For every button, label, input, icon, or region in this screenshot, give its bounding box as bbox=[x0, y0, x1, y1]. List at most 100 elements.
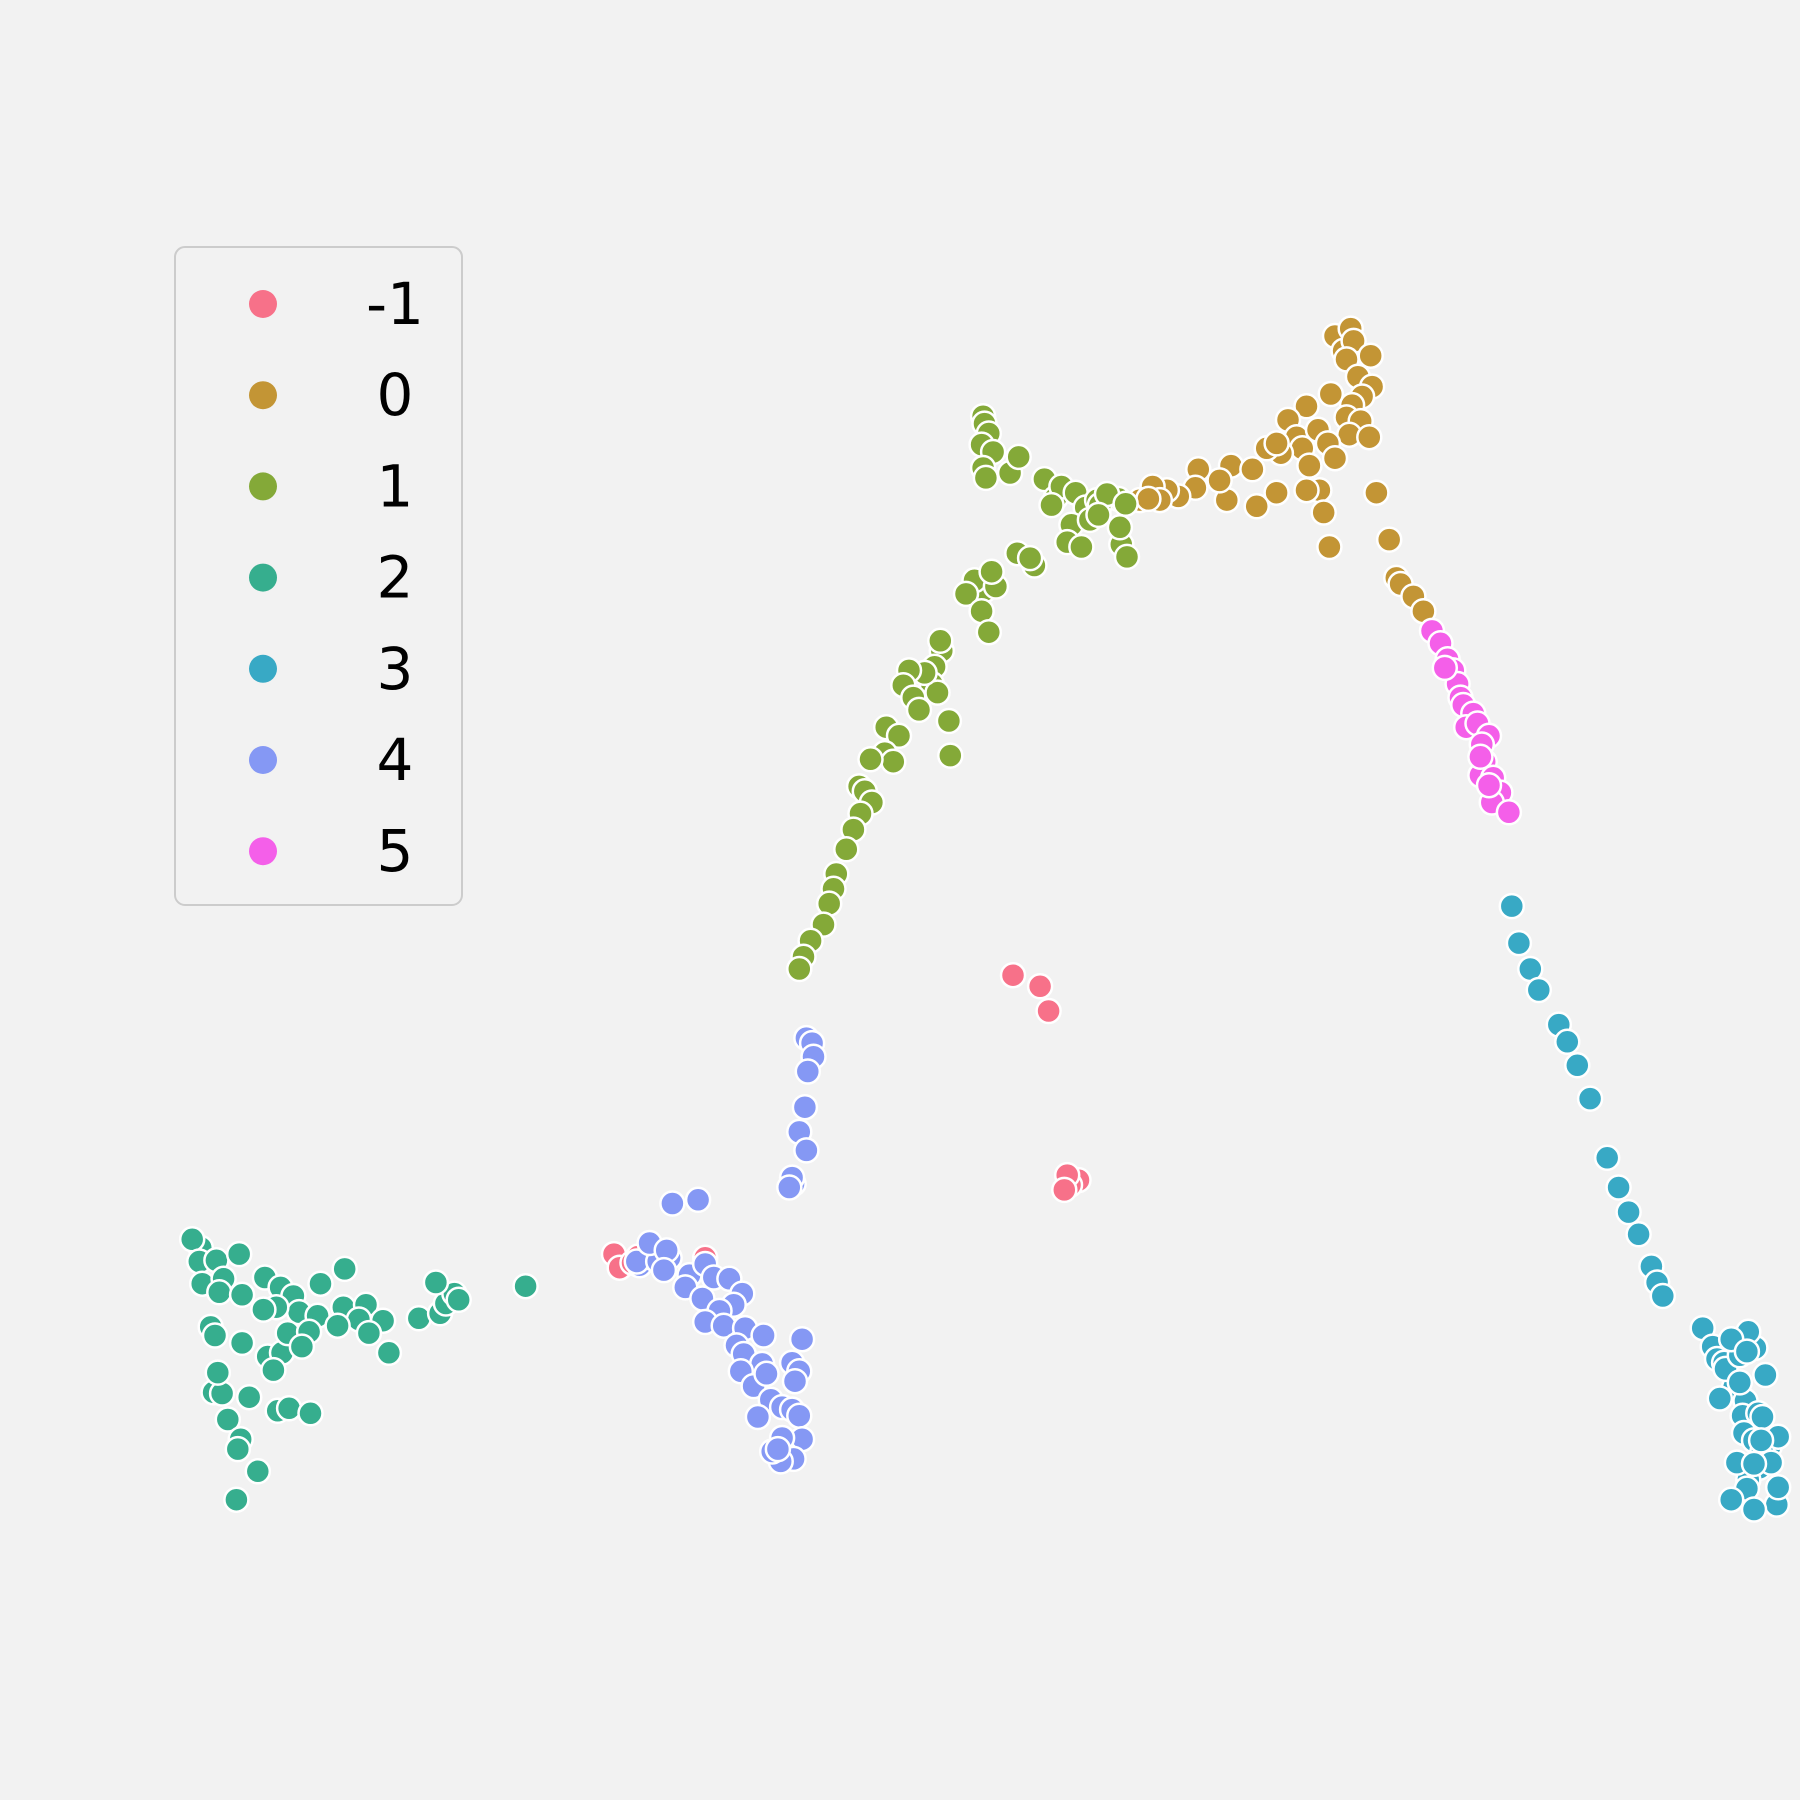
point-cluster-2-48 bbox=[324, 1312, 351, 1339]
point-cluster-2-27 bbox=[228, 1329, 256, 1357]
point-cluster-3-46 bbox=[1706, 1385, 1734, 1412]
point-cluster-1-54 bbox=[857, 746, 884, 773]
point-cluster-2-12 bbox=[307, 1270, 334, 1297]
point-cluster-0-31 bbox=[1316, 533, 1343, 561]
legend-marker-3 bbox=[249, 654, 277, 683]
point-cluster-1-21 bbox=[1112, 490, 1139, 518]
point-cluster-2-7 bbox=[206, 1279, 233, 1306]
point-cluster-5-17 bbox=[1495, 799, 1523, 826]
point-cluster-2-45 bbox=[512, 1272, 539, 1300]
point-cluster-4-4 bbox=[791, 1093, 819, 1121]
point-cluster-1-60 bbox=[833, 836, 860, 863]
point-cluster-5-20 bbox=[1467, 743, 1494, 771]
point-cluster-2-1 bbox=[178, 1226, 206, 1253]
point-cluster-4-32 bbox=[750, 1322, 777, 1349]
point-cluster-3-5 bbox=[1554, 1028, 1581, 1056]
point-cluster-1-37 bbox=[975, 618, 1003, 646]
point-cluster--1-2 bbox=[1035, 997, 1062, 1025]
legend-marker-4 bbox=[249, 746, 277, 774]
point-cluster-2-43 bbox=[223, 1486, 250, 1513]
point-cluster-2-51 bbox=[250, 1296, 277, 1323]
point-cluster-4-21 bbox=[650, 1256, 678, 1284]
point-cluster-2-41 bbox=[224, 1435, 252, 1463]
point-cluster-1-28 bbox=[1016, 544, 1044, 572]
point-cluster-5-19 bbox=[1431, 654, 1459, 682]
point-cluster-0-44 bbox=[1363, 479, 1390, 506]
point-cluster-0-10 bbox=[1317, 380, 1345, 408]
point-cluster-4-38 bbox=[753, 1360, 780, 1388]
point-cluster-2-24 bbox=[445, 1286, 472, 1314]
point-cluster-0-21 bbox=[1321, 444, 1349, 472]
point-cluster--1-1 bbox=[1026, 973, 1054, 1000]
point-cluster-0-33 bbox=[1239, 456, 1266, 483]
legend-label-3: 3 bbox=[377, 635, 414, 703]
point-cluster-0-43 bbox=[1135, 485, 1162, 513]
point-cluster-0-28 bbox=[1243, 493, 1270, 520]
legend-marker-0 bbox=[249, 381, 277, 410]
point-cluster-1-39 bbox=[927, 627, 954, 655]
point-cluster--1-0 bbox=[999, 961, 1027, 989]
point-cluster-4-10 bbox=[659, 1190, 686, 1217]
legend-marker-1 bbox=[249, 472, 277, 501]
point-cluster-2-19 bbox=[405, 1305, 433, 1332]
point-cluster-0-11 bbox=[1293, 393, 1320, 420]
legend-label-2: 2 bbox=[377, 544, 414, 612]
point-cluster-0-27 bbox=[1263, 479, 1290, 506]
point-cluster-3-10 bbox=[1615, 1198, 1642, 1226]
point-cluster-0-15 bbox=[1356, 423, 1383, 451]
point-cluster-1-49 bbox=[937, 742, 964, 769]
legend-label-0: 0 bbox=[377, 361, 414, 429]
point-cluster-2-44 bbox=[204, 1359, 232, 1386]
point-cluster-2-26 bbox=[201, 1322, 229, 1349]
point-cluster-1-6 bbox=[972, 464, 1000, 492]
point-cluster-3-39 bbox=[1764, 1474, 1792, 1501]
point-cluster-0-45 bbox=[1375, 526, 1403, 553]
point-cluster-3-36 bbox=[1740, 1496, 1768, 1523]
point-cluster-2-23 bbox=[422, 1269, 450, 1296]
point-cluster-2-49 bbox=[355, 1319, 383, 1347]
legend-marker-2 bbox=[249, 563, 277, 592]
point-cluster-3-47 bbox=[1740, 1450, 1768, 1478]
point-cluster-2-30 bbox=[260, 1356, 287, 1384]
data-points bbox=[178, 315, 1792, 1523]
point-cluster-4-53 bbox=[764, 1435, 792, 1463]
legend: -1 0 1 2 3 4 5 bbox=[174, 246, 463, 906]
point-cluster-3-14 bbox=[1649, 1282, 1677, 1310]
point-cluster-1-30 bbox=[1106, 514, 1134, 541]
point-cluster-3-8 bbox=[1593, 1144, 1621, 1172]
legend-entries: -1 0 1 2 3 4 5 bbox=[249, 270, 424, 885]
point-cluster-0-5 bbox=[1357, 342, 1384, 369]
legend-label-4: 4 bbox=[377, 726, 414, 794]
point-cluster-4-3 bbox=[794, 1058, 822, 1085]
point-cluster-1-34 bbox=[978, 558, 1005, 585]
point-cluster-3-25 bbox=[1726, 1369, 1754, 1396]
point-cluster-3-11 bbox=[1625, 1221, 1652, 1248]
point-cluster-1-47 bbox=[905, 696, 933, 724]
point-cluster-4-6 bbox=[793, 1137, 820, 1164]
point-cluster-4-41 bbox=[781, 1367, 809, 1395]
point-cluster-5-18 bbox=[1475, 771, 1503, 799]
legend-marker--1 bbox=[249, 290, 277, 318]
point-cluster-0-25 bbox=[1296, 452, 1323, 479]
point-cluster-1-12 bbox=[1038, 491, 1065, 519]
point-cluster-0-30 bbox=[1310, 499, 1337, 526]
point-cluster-3-7 bbox=[1576, 1085, 1604, 1112]
point-cluster-0-24 bbox=[1263, 430, 1290, 457]
point-cluster-3-0 bbox=[1498, 892, 1526, 920]
point-cluster-3-44 bbox=[1749, 1403, 1776, 1431]
point-cluster-1-23 bbox=[1068, 533, 1095, 561]
point-cluster-0-35 bbox=[1206, 467, 1233, 494]
point-cluster-2-42 bbox=[244, 1458, 272, 1485]
point-cluster-3-48 bbox=[1747, 1427, 1775, 1454]
point-cluster-1-8 bbox=[1005, 443, 1032, 471]
point-cluster-3-3 bbox=[1525, 976, 1553, 1004]
point-cluster-4-11 bbox=[684, 1186, 712, 1214]
point-cluster-4-9 bbox=[776, 1174, 803, 1201]
legend-label-1: 1 bbox=[377, 452, 414, 520]
point-cluster-2-52 bbox=[288, 1333, 316, 1360]
legend-frame bbox=[174, 246, 463, 906]
point-cluster-1-29 bbox=[1085, 501, 1112, 529]
point-cluster-1-25 bbox=[1113, 543, 1141, 571]
point-cluster-0-29 bbox=[1293, 476, 1320, 504]
